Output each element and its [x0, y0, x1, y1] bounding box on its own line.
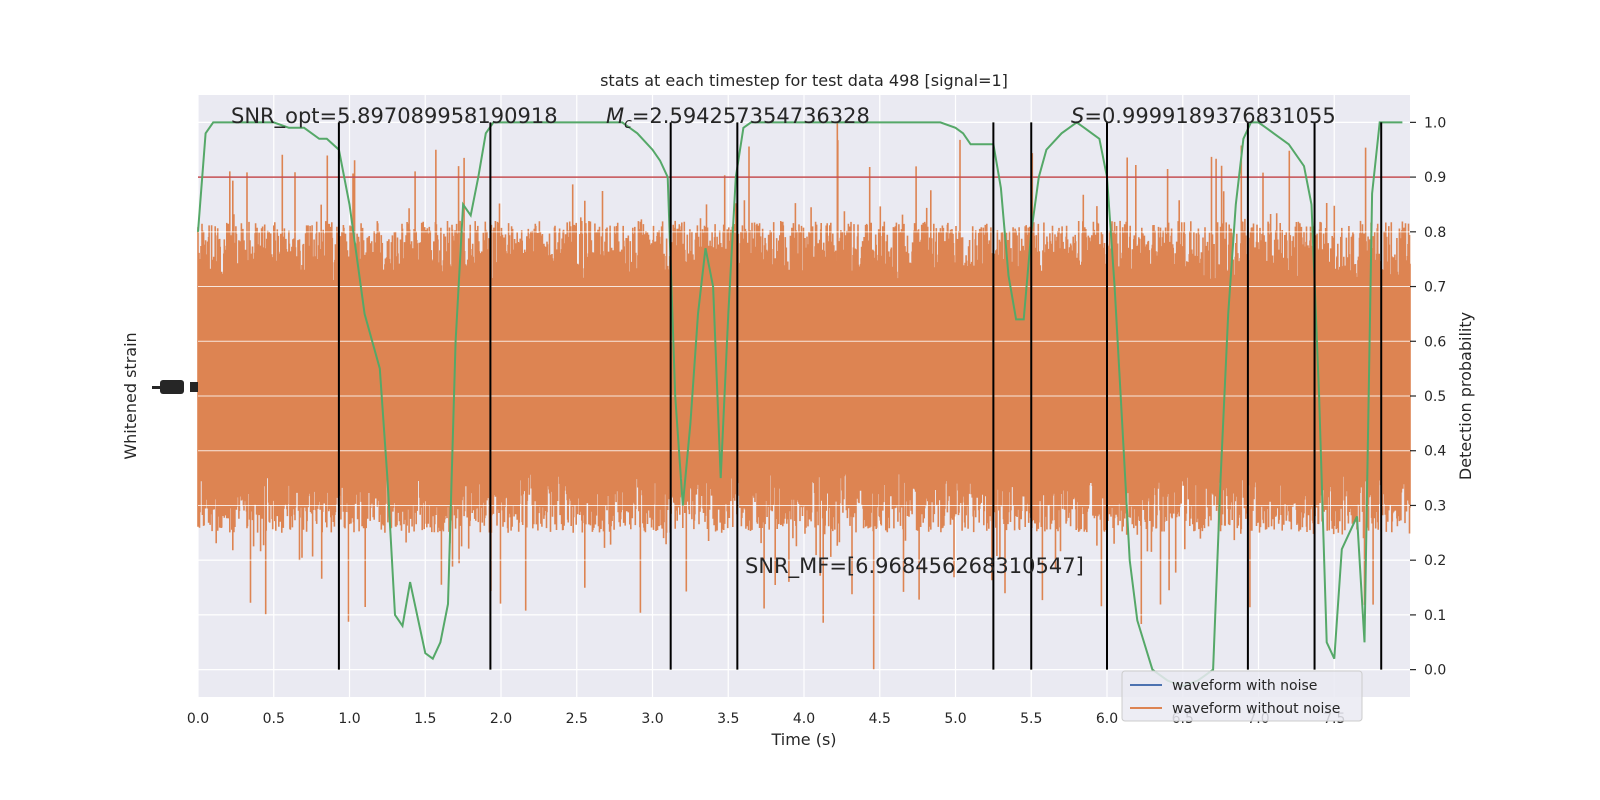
y-axis-left-collapsed-ticks: [152, 380, 198, 394]
probability-series: [197, 121, 1403, 688]
chirp-mass-subscript: c: [624, 116, 632, 132]
legend-entry-label: waveform with noise: [1172, 678, 1317, 694]
x-tick-label: 5.0: [944, 711, 966, 727]
s-annotation: S=0.9999189376831055: [1071, 104, 1336, 128]
y-tick-label: 0.0: [1424, 663, 1446, 679]
vertical-lines: [337, 122, 1383, 670]
chart-title: stats at each timestep for test data 498…: [600, 71, 1008, 90]
y-tick-label: 0.1: [1424, 608, 1446, 624]
left-tick-blob: [152, 386, 162, 389]
left-tick-blob: [190, 382, 198, 392]
x-tick-label: 2.0: [490, 711, 512, 727]
y-tick-label: 1.0: [1424, 115, 1446, 131]
snr-opt-annotation: SNR_opt=5.897089958190918: [231, 104, 558, 129]
s-symbol: S: [1071, 104, 1084, 128]
x-tick-label: 4.5: [869, 711, 891, 727]
x-tick-label: 3.5: [717, 711, 739, 727]
x-tick-label: 0.5: [263, 711, 285, 727]
x-tick-label: 2.5: [566, 711, 588, 727]
x-tick-label: 5.5: [1020, 711, 1042, 727]
legend-box: [1121, 670, 1363, 722]
y-tick-label: 0.9: [1424, 170, 1446, 186]
chirp-mass-symbol: M: [606, 104, 624, 128]
x-tick-label: 4.0: [793, 711, 815, 727]
y-tick-label: 0.4: [1424, 444, 1446, 460]
strain-series: [197, 121, 1411, 671]
strain-band-core: [198, 286, 1410, 468]
x-tick-label: 1.0: [338, 711, 360, 727]
y-axis-left-label: Whitened strain: [121, 332, 140, 459]
legend-entry-label: waveform without noise: [1172, 701, 1340, 717]
x-axis-label: Time (s): [770, 730, 836, 749]
y-tick-label: 0.5: [1424, 389, 1446, 405]
annotations: SNR_opt=5.897089958190918 Mc=2.594257354…: [231, 104, 1336, 579]
y-tick-label: 0.2: [1424, 553, 1446, 569]
y-tick-label: 0.3: [1424, 498, 1446, 514]
y-tick-label: 0.8: [1424, 225, 1446, 241]
chirp-mass-value: =2.594257354736328: [632, 104, 870, 128]
chirp-mass-annotation: Mc=2.594257354736328: [606, 104, 870, 132]
x-tick-label: 0.0: [187, 711, 209, 727]
y-axis-right-ticks: 0.0 0.1 0.2 0.3 0.4 0.5 0.6 0.7 0.8 0.9 1.0: [1410, 115, 1446, 679]
x-tick-label: 6.0: [1096, 711, 1118, 727]
y-tick-label: 0.7: [1424, 280, 1446, 296]
snr-mf-annotation: SNR_MF=[6.968456268310547]: [745, 554, 1084, 579]
y-tick-label: 0.6: [1424, 334, 1446, 350]
s-value: =0.9999189376831055: [1084, 104, 1335, 128]
y-axis-right-label: Detection probability: [1456, 312, 1475, 480]
left-tick-blob: [160, 380, 184, 394]
x-tick-label: 1.5: [414, 711, 436, 727]
probability-line: [197, 121, 1403, 688]
legend: waveform with noise waveform without nois…: [1121, 670, 1363, 722]
x-tick-label: 3.0: [641, 711, 663, 727]
